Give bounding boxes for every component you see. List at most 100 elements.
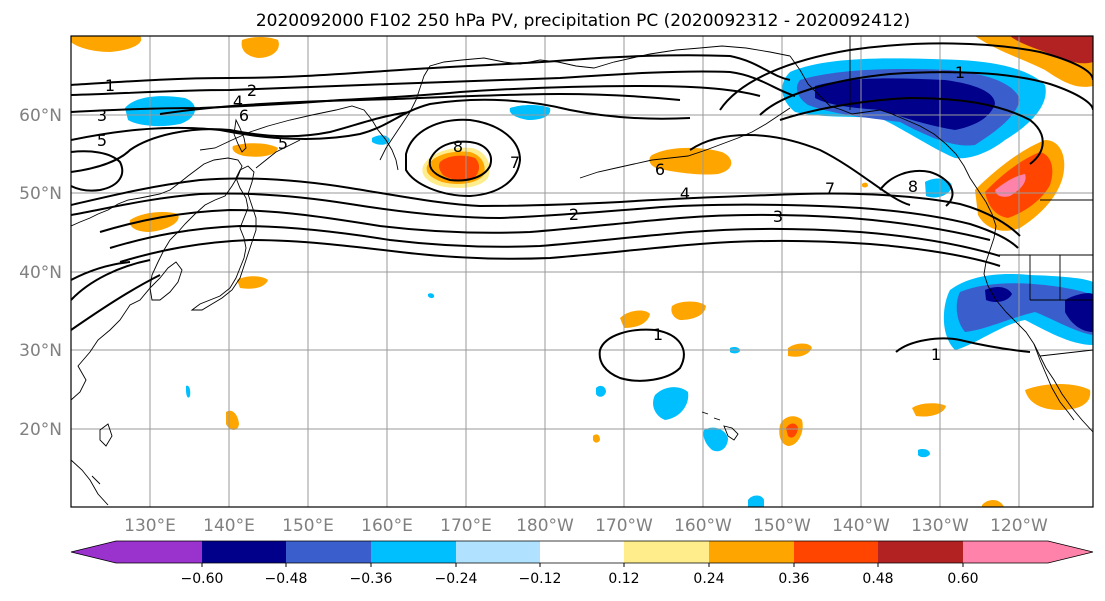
pv-contour-2 — [71, 70, 796, 97]
coastline-aleutians — [579, 107, 791, 179]
negative-anomaly-kuril — [372, 135, 390, 145]
map-border — [70, 35, 1094, 508]
negative-anomaly-hawaii-north — [653, 387, 689, 420]
coastline-korea — [149, 261, 183, 301]
coastline-philippines — [71, 459, 109, 506]
contour-label: 6 — [239, 106, 249, 125]
negative-anomaly-gulf-of-alaska-core — [815, 78, 995, 130]
pv-contour-gulf-1 — [759, 71, 1093, 116]
pv-contour-bering-7 — [405, 118, 522, 198]
colorbar-tick-label: −0.24 — [435, 571, 478, 587]
negative-anomaly-us-west-core-2 — [985, 286, 1012, 302]
coastline-okhotsk — [199, 105, 399, 171]
colorbar-tick-label: −0.48 — [265, 571, 308, 587]
lon-label: 170°W — [595, 516, 653, 536]
colorbar-tick-label: 0.60 — [947, 571, 978, 587]
negative-anomaly-hawaii — [703, 427, 728, 452]
negative-anomaly-small-6 — [186, 385, 191, 398]
negative-anomaly-siberia — [125, 96, 196, 127]
lat-label: 20°N — [19, 420, 62, 440]
lat-label: 40°N — [19, 263, 62, 283]
colorbar-segment — [624, 541, 709, 563]
colorbar-extend-low — [71, 541, 116, 563]
pv-contour-west-8 — [71, 274, 161, 331]
pv-contour-main-5 — [109, 224, 1001, 257]
longitude-labels: 130°E 140°E 150°E 160°E 170°E 180°W 170°… — [124, 516, 1048, 536]
contour-labels: 1 2 3 4 5 6 7 8 1 2 3 4 5 6 7 8 1 1 — [97, 63, 965, 364]
negative-anomaly-small-4 — [918, 449, 930, 458]
colorbar-segment — [456, 541, 540, 563]
lat-label: 30°N — [19, 341, 62, 361]
colorbar-extend-high — [963, 541, 1093, 563]
pv-contour-ne-7 — [689, 134, 911, 206]
positive-anomaly-central-pac-1 — [620, 310, 650, 328]
pv-contour-west-5 — [71, 150, 124, 192]
pv-contour-tropical-1 — [598, 328, 685, 382]
colorbar-ticks — [201, 563, 964, 567]
lat-label: 60°N — [19, 106, 62, 126]
coastline-sakhalin — [233, 118, 247, 153]
negative-anomaly-small-5 — [428, 293, 435, 299]
border-states — [1029, 255, 1093, 301]
positive-anomaly-east-pac — [912, 403, 946, 417]
lon-label: 140°W — [832, 516, 890, 536]
contour-label: 1 — [653, 325, 663, 344]
pv-contour-main-6 — [119, 238, 1001, 267]
colorbar-segment — [202, 541, 286, 563]
positive-anomaly-alaska-small — [862, 182, 868, 188]
contour-label: 6 — [655, 160, 665, 179]
positive-anomaly-japan — [237, 276, 268, 289]
negative-anomaly-us-west-core — [1065, 293, 1093, 332]
contour-label: 7 — [825, 179, 835, 198]
coastline-kurils — [255, 139, 301, 169]
lon-label: 140°E — [203, 516, 255, 536]
contour-label: 4 — [233, 92, 243, 111]
lon-label: 170°E — [440, 516, 492, 536]
pv-contour-4 — [159, 92, 681, 115]
positive-anomaly-arctic-core — [1010, 36, 1093, 64]
lon-label: 130°W — [911, 516, 969, 536]
contour-label: 1 — [931, 345, 941, 364]
lon-label: 130°E — [124, 516, 176, 536]
lon-label: 150°E — [282, 516, 334, 536]
colorbar-segment — [709, 541, 794, 563]
coastlines — [71, 36, 1093, 506]
lat-label: 50°N — [19, 184, 62, 204]
colorbar-segment — [878, 541, 963, 563]
positive-anomaly-nw-corner — [71, 36, 142, 52]
coastline-asia — [71, 157, 243, 401]
pv-contour-5 — [71, 98, 691, 141]
coastline-taiwan — [99, 423, 113, 447]
pv-contour-main-3 — [71, 192, 1019, 249]
negative-anomaly-small-3 — [748, 495, 764, 507]
pv-contour-east-1 — [895, 337, 1031, 353]
pv-contour-west-4 — [71, 261, 131, 281]
contour-label: 5 — [278, 134, 288, 153]
map-layers: 1 2 3 4 5 6 7 8 1 2 3 4 5 6 7 8 1 1 — [71, 36, 1093, 507]
colorbar-tick-label: 0.36 — [778, 571, 809, 587]
positive-anomaly-bering-low-core — [439, 155, 480, 181]
positive-anomaly-aleutian — [649, 147, 732, 175]
pv-contour-3 — [71, 84, 761, 113]
colorbar-segment — [540, 541, 624, 563]
contour-label: 2 — [247, 81, 257, 100]
colorbar-tick-label: 0.24 — [693, 571, 724, 587]
colorbar-tick-label: −0.36 — [350, 571, 393, 587]
lon-label: 180°W — [516, 516, 574, 536]
pv-contours — [71, 42, 1093, 382]
contour-label: 8 — [908, 177, 918, 196]
contour-label: 4 — [680, 184, 690, 203]
positive-anomaly-bc-coast-core — [995, 174, 1026, 197]
coastline-japan — [190, 165, 257, 311]
pv-contour-bering-8 — [428, 140, 492, 182]
lon-label: 120°W — [990, 516, 1048, 536]
lon-label: 160°W — [674, 516, 732, 536]
colorbar-segment — [286, 541, 371, 563]
colorbar-tick-label: 0.48 — [862, 571, 893, 587]
pv-contour-west-7 — [71, 259, 151, 301]
contour-label: 7 — [510, 153, 520, 172]
pv-contour-gulf-8 — [879, 170, 954, 207]
colorbar: −0.60 −0.48 −0.36 −0.24 −0.12 0.12 0.24 … — [70, 540, 1094, 587]
colorbar-segment — [371, 541, 456, 563]
